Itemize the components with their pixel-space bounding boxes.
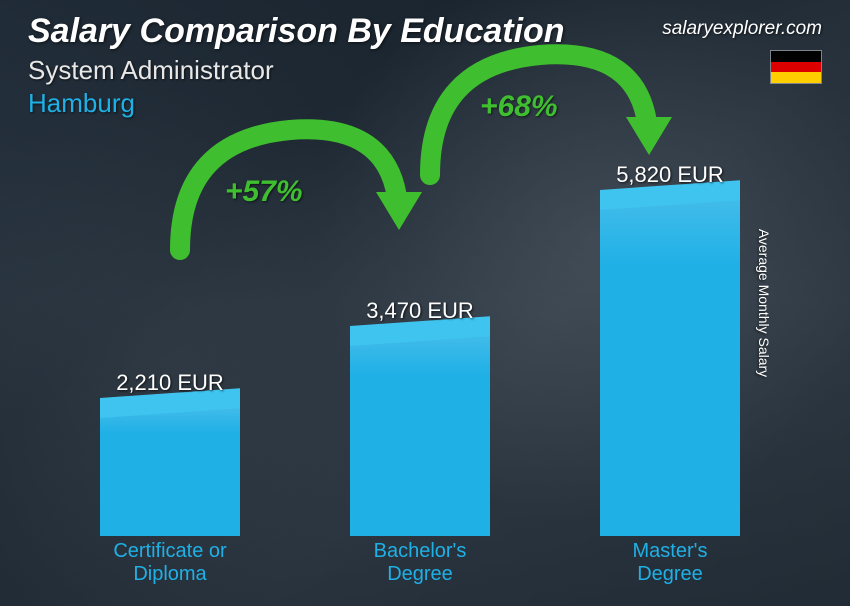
bar-1: 3,470 EURBachelor'sDegree xyxy=(350,336,490,536)
flag-stripe-top xyxy=(771,51,821,62)
bar-category-label: Certificate orDiploma xyxy=(113,540,226,586)
increase-label: +68% xyxy=(480,90,558,124)
bar-value-label: 2,210 EUR xyxy=(116,370,224,396)
flag-stripe-middle xyxy=(771,62,821,73)
increase-label: +57% xyxy=(225,175,303,209)
arrow-arc-icon xyxy=(400,35,680,215)
bar-0: 2,210 EURCertificate orDiploma xyxy=(100,408,240,536)
flag-germany-icon xyxy=(770,50,822,84)
brand-label: salaryexplorer.com xyxy=(662,18,822,40)
bar-value-label: 3,470 EUR xyxy=(366,298,474,324)
bar-category-label: Bachelor'sDegree xyxy=(374,540,467,586)
bar-category-label: Master'sDegree xyxy=(633,540,708,586)
increase-arrow-1 xyxy=(400,35,680,215)
bar-2: 5,820 EURMaster'sDegree xyxy=(600,200,740,536)
flag-stripe-bottom xyxy=(771,72,821,83)
